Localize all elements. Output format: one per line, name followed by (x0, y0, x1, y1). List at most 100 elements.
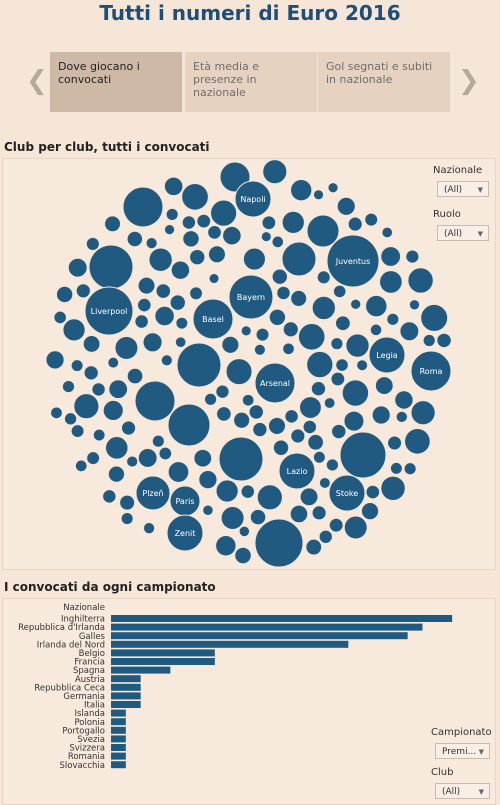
club-bubble[interactable] (167, 461, 190, 483)
club-bubble[interactable] (50, 406, 63, 420)
club-bubble[interactable] (343, 515, 368, 540)
club-bubble[interactable] (70, 359, 84, 373)
club-bubble[interactable] (374, 376, 394, 396)
story-point-2[interactable]: Età media e presenze in nazionale (185, 52, 317, 112)
club-bubble[interactable] (73, 393, 100, 420)
club-bubble[interactable] (119, 494, 136, 511)
club-bubble[interactable] (134, 380, 176, 422)
club-bubble[interactable] (252, 421, 268, 438)
club-bubble[interactable] (332, 284, 347, 299)
club-bubble[interactable] (386, 312, 400, 326)
filter-nazionale-select[interactable]: (All) ▼ (437, 181, 489, 197)
club-bubble[interactable] (196, 213, 212, 229)
club-bubble[interactable] (395, 410, 408, 424)
bar[interactable] (111, 692, 141, 700)
club-bubble[interactable] (248, 404, 264, 420)
club-bubble[interactable] (312, 189, 325, 201)
bar[interactable] (111, 735, 126, 743)
club-bubble[interactable] (207, 225, 222, 240)
club-bubble[interactable] (120, 420, 137, 436)
club-bubble[interactable] (307, 433, 324, 451)
club-bubble[interactable] (189, 248, 206, 266)
club-bubble[interactable] (88, 244, 134, 290)
club-bubble[interactable] (170, 260, 191, 280)
club-bubble[interactable] (234, 546, 252, 565)
club-bubble[interactable] (70, 424, 85, 439)
club-bubble[interactable] (225, 358, 253, 386)
club-bubble[interactable] (380, 246, 402, 267)
club-bubble[interactable] (137, 276, 156, 295)
club-bubble[interactable] (220, 505, 245, 530)
club-bubble[interactable] (174, 336, 187, 348)
club-bubble[interactable] (336, 196, 356, 216)
bar[interactable] (111, 683, 141, 691)
club-bubble[interactable] (371, 405, 391, 425)
chevron-left-icon[interactable]: ❮ (26, 66, 48, 96)
bar[interactable] (111, 752, 126, 760)
club-bubble[interactable] (198, 469, 218, 490)
club-bubble[interactable] (272, 439, 290, 456)
club-bubble[interactable] (298, 396, 322, 419)
club-bubble[interactable] (281, 210, 305, 234)
club-bubble[interactable] (120, 512, 134, 526)
club-bubble[interactable] (254, 518, 304, 568)
club-bubble[interactable] (284, 409, 299, 424)
filter-club-select[interactable]: (All) ▼ (435, 783, 490, 799)
club-bubble-liverpool[interactable] (84, 286, 134, 336)
club-bubble[interactable] (215, 479, 239, 503)
club-bubble[interactable] (137, 297, 152, 313)
club-bubble[interactable] (422, 333, 436, 348)
club-bubble[interactable] (207, 245, 226, 264)
club-bubble[interactable] (182, 230, 200, 248)
club-bubble[interactable] (61, 379, 76, 394)
club-bubble-juventus[interactable] (326, 234, 380, 288)
club-bubble[interactable] (45, 350, 65, 370)
club-bubble[interactable] (271, 268, 288, 285)
club-bubble[interactable] (379, 270, 403, 294)
club-bubble-plzen[interactable] (135, 475, 171, 511)
club-bubble[interactable] (181, 215, 197, 230)
club-bubble[interactable] (83, 365, 99, 381)
bar[interactable] (111, 623, 423, 631)
club-bubble[interactable] (215, 535, 237, 557)
club-bubble[interactable] (253, 343, 266, 356)
club-bubble[interactable] (335, 315, 351, 332)
club-bubble[interactable] (271, 235, 285, 249)
club-bubble[interactable] (311, 295, 336, 321)
club-bubble[interactable] (126, 367, 144, 385)
club-bubble[interactable] (242, 247, 266, 271)
club-bubble[interactable] (181, 183, 209, 211)
club-bubble[interactable] (404, 428, 431, 455)
club-bubble[interactable] (193, 448, 213, 468)
club-bubble[interactable] (175, 316, 189, 330)
club-bubble[interactable] (290, 428, 306, 444)
club-bubble-bayern[interactable] (228, 274, 274, 320)
club-bubble[interactable] (262, 159, 288, 185)
club-bubble[interactable] (222, 225, 242, 246)
club-bubble[interactable] (67, 257, 88, 278)
club-bubble[interactable] (216, 406, 232, 422)
club-bubble[interactable] (241, 393, 255, 407)
club-bubble[interactable] (163, 224, 176, 236)
club-bubble[interactable] (240, 325, 252, 337)
club-bubble[interactable] (151, 434, 165, 448)
club-bubble[interactable] (282, 342, 295, 356)
club-bubble[interactable] (63, 412, 78, 426)
club-bubble[interactable] (155, 283, 172, 299)
club-bubble[interactable] (142, 522, 156, 535)
club-bubble[interactable] (407, 267, 434, 294)
club-bubble[interactable] (163, 176, 184, 197)
bar[interactable] (111, 666, 171, 674)
club-bubble[interactable] (260, 231, 272, 243)
club-bubble[interactable] (410, 400, 436, 426)
club-bubble[interactable] (369, 323, 383, 337)
club-bubble[interactable] (290, 289, 308, 307)
club-bubble[interactable] (154, 305, 175, 327)
club-bubble[interactable] (360, 501, 380, 521)
club-bubble[interactable] (365, 294, 388, 318)
club-bubble[interactable] (341, 379, 370, 407)
club-bubble[interactable] (290, 179, 313, 202)
club-bubble[interactable] (389, 461, 403, 475)
bar[interactable] (111, 615, 453, 622)
club-bubble[interactable] (74, 459, 88, 473)
